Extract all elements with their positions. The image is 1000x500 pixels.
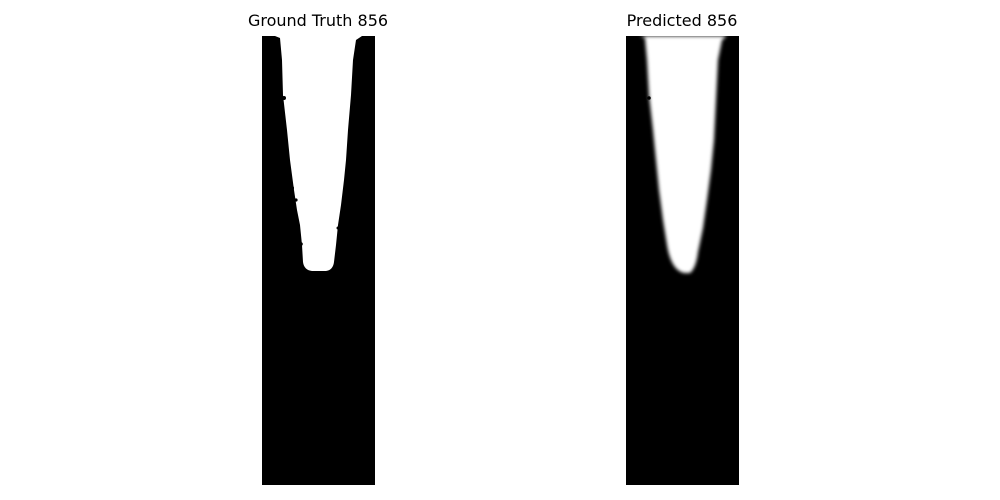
- ground-truth-title: Ground Truth 856: [247, 11, 389, 30]
- predicted-empty-region: [640, 36, 727, 273]
- ground-truth-empty-region: [275, 36, 362, 271]
- predicted-title: Predicted 856: [626, 11, 738, 30]
- ground-truth-mask: [262, 36, 375, 485]
- predicted-mask: [626, 36, 739, 485]
